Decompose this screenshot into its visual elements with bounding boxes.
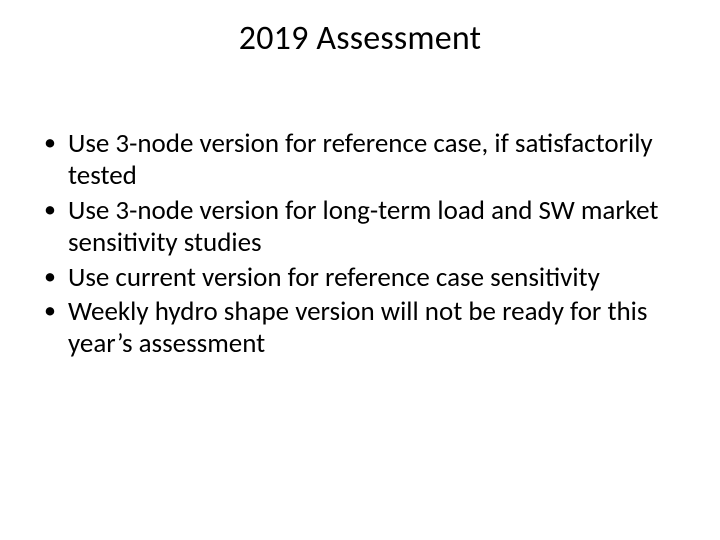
slide: 2019 Assessment Use 3-node version for r… [0,0,720,540]
bullet-list: Use 3-node version for reference case, i… [38,128,680,361]
slide-body: Use 3-node version for reference case, i… [38,128,680,363]
list-item: Use 3-node version for reference case, i… [38,128,680,193]
list-item: Use current version for reference case s… [38,262,680,294]
list-item: Weekly hydro shape version will not be r… [38,296,680,361]
slide-title: 2019 Assessment [0,18,720,59]
list-item: Use 3-node version for long-term load an… [38,195,680,260]
